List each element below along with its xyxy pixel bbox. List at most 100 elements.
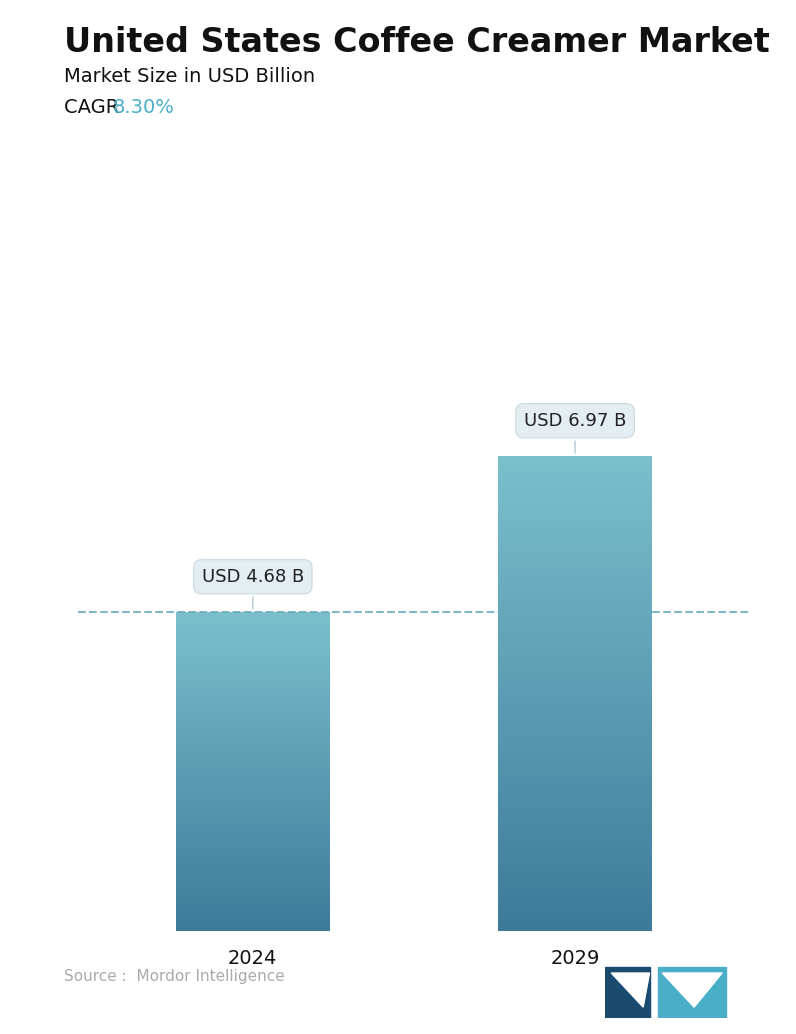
Bar — [176, 680, 330, 681]
Bar — [176, 888, 330, 889]
Bar — [498, 888, 652, 889]
Bar — [176, 763, 330, 764]
Bar — [176, 827, 330, 828]
Bar — [176, 618, 330, 619]
Bar — [498, 537, 652, 538]
Bar — [498, 799, 652, 800]
Bar — [176, 904, 330, 905]
Bar — [176, 655, 330, 656]
Bar — [176, 720, 330, 721]
Bar — [498, 755, 652, 757]
Bar — [498, 716, 652, 717]
Bar — [498, 487, 652, 489]
Bar — [498, 913, 652, 915]
Bar — [498, 901, 652, 902]
Bar — [176, 752, 330, 753]
Bar — [176, 828, 330, 829]
Bar — [498, 639, 652, 641]
Bar — [498, 752, 652, 753]
Bar — [176, 799, 330, 800]
Bar — [176, 657, 330, 658]
Bar — [176, 884, 330, 885]
Bar — [176, 891, 330, 892]
Bar — [498, 490, 652, 492]
Text: CAGR: CAGR — [64, 98, 125, 117]
Bar — [498, 856, 652, 858]
Bar — [176, 818, 330, 819]
Bar — [498, 591, 652, 594]
Bar — [176, 859, 330, 860]
Bar — [176, 834, 330, 835]
Bar — [176, 790, 330, 791]
Bar — [498, 587, 652, 588]
Bar — [176, 672, 330, 673]
Bar — [498, 571, 652, 573]
Bar — [176, 909, 330, 910]
Bar — [498, 514, 652, 516]
Bar — [498, 910, 652, 912]
Bar — [498, 473, 652, 475]
Bar — [498, 709, 652, 710]
Bar — [498, 770, 652, 772]
Bar — [498, 797, 652, 799]
Bar — [176, 705, 330, 706]
Bar — [176, 747, 330, 748]
Bar — [498, 614, 652, 615]
Bar — [498, 701, 652, 702]
Bar — [498, 638, 652, 639]
Bar — [176, 898, 330, 899]
Bar — [498, 779, 652, 781]
Bar — [498, 519, 652, 520]
Bar — [176, 744, 330, 746]
Bar — [176, 779, 330, 780]
Bar — [176, 870, 330, 871]
Bar — [176, 700, 330, 701]
Bar — [176, 914, 330, 915]
Bar — [176, 612, 330, 613]
Bar — [176, 807, 330, 808]
Bar — [176, 627, 330, 628]
Bar — [176, 767, 330, 768]
Text: USD 6.97 B: USD 6.97 B — [524, 412, 626, 453]
Bar — [498, 844, 652, 845]
Bar — [176, 800, 330, 801]
Bar — [176, 809, 330, 810]
Bar — [498, 608, 652, 609]
Bar — [176, 616, 330, 617]
Bar — [176, 652, 330, 653]
Bar — [176, 710, 330, 711]
Bar — [176, 732, 330, 733]
Bar — [176, 719, 330, 720]
Bar — [498, 660, 652, 662]
Bar — [498, 484, 652, 486]
Bar — [498, 699, 652, 701]
Bar — [176, 688, 330, 689]
Bar — [498, 478, 652, 480]
Bar — [498, 850, 652, 851]
Bar — [176, 872, 330, 873]
Bar — [176, 695, 330, 696]
Bar — [498, 904, 652, 905]
Bar — [498, 516, 652, 517]
Bar — [498, 749, 652, 750]
Bar — [176, 641, 330, 642]
Bar — [498, 659, 652, 660]
Bar — [498, 641, 652, 642]
Bar — [498, 875, 652, 877]
Bar — [176, 743, 330, 744]
Bar — [176, 920, 330, 921]
Bar — [498, 560, 652, 561]
Bar — [498, 597, 652, 598]
Bar — [498, 880, 652, 882]
Bar — [498, 544, 652, 546]
Bar — [176, 769, 330, 770]
Bar — [498, 594, 652, 595]
Bar — [498, 590, 652, 591]
Bar — [176, 774, 330, 776]
Bar — [176, 810, 330, 811]
Bar — [176, 901, 330, 902]
Bar — [176, 825, 330, 826]
Bar — [176, 701, 330, 702]
Bar — [498, 469, 652, 472]
Bar — [498, 868, 652, 869]
